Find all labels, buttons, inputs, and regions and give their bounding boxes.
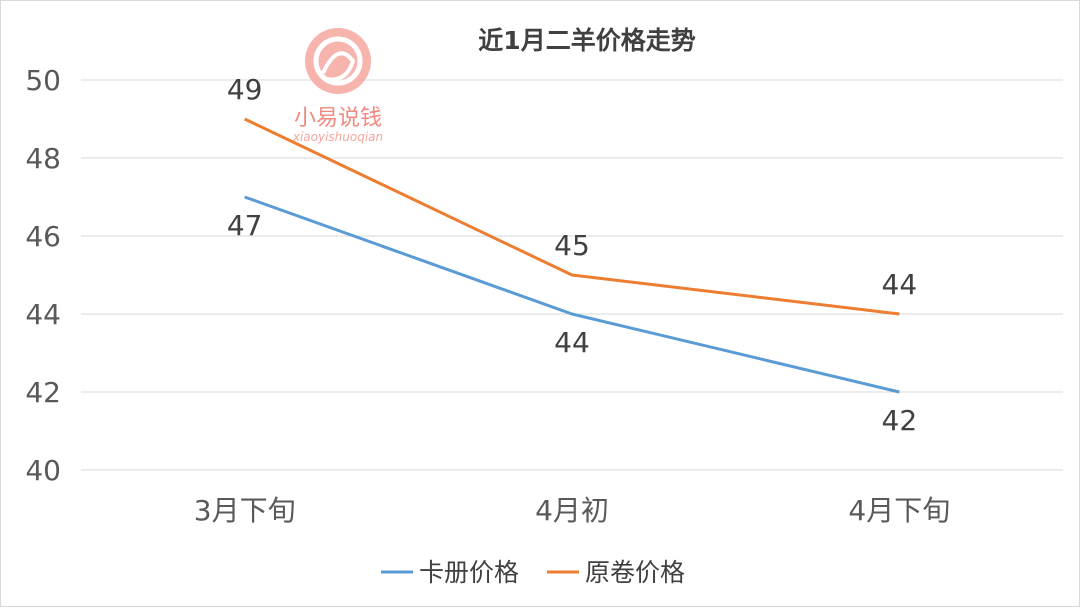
y-tick-label: 40 xyxy=(25,454,61,487)
y-tick-label: 46 xyxy=(25,220,61,253)
x-tick-label: 4月初 xyxy=(535,494,609,527)
series-lines xyxy=(244,117,900,394)
watermark-inner-circle xyxy=(313,36,363,86)
watermark-text: 小易说钱 xyxy=(294,106,382,131)
y-tick-label: 42 xyxy=(25,376,61,409)
series-line-2 xyxy=(244,117,900,316)
data-label: 42 xyxy=(882,404,918,437)
watermark-logo: 小易说钱 xiaoyishuoqian xyxy=(292,28,383,144)
watermark-swirl xyxy=(321,51,356,82)
data-label: 44 xyxy=(882,268,918,301)
x-tick-label: 3月下旬 xyxy=(194,494,296,527)
x-axis-ticks: 3月下旬 4月初 4月下旬 xyxy=(194,494,950,527)
series-line-1 xyxy=(244,195,900,394)
y-axis-ticks: 40 42 44 46 48 50 xyxy=(25,64,61,487)
data-label: 45 xyxy=(554,229,590,262)
data-label: 49 xyxy=(227,73,263,106)
watermark-subtext: xiaoyishuoqian xyxy=(292,130,383,144)
x-tick-label: 4月下旬 xyxy=(848,494,950,527)
data-label: 47 xyxy=(227,209,263,242)
legend-label: 卡册价格 xyxy=(419,558,519,587)
legend: 卡册价格 原卷价格 xyxy=(381,558,685,587)
y-tick-label: 50 xyxy=(25,64,61,97)
y-tick-label: 44 xyxy=(25,298,61,331)
legend-label: 原卷价格 xyxy=(585,558,685,587)
data-label: 44 xyxy=(554,326,590,359)
chart-title: 近1月二羊价格走势 xyxy=(478,26,695,55)
y-tick-label: 48 xyxy=(25,142,61,175)
data-labels: 47 44 42 49 45 44 xyxy=(227,73,917,437)
